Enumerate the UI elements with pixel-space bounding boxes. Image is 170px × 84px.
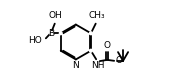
Circle shape (90, 32, 92, 35)
Text: N: N (72, 61, 79, 70)
Text: O: O (104, 41, 110, 50)
Text: CH₃: CH₃ (89, 11, 105, 20)
Text: OH: OH (48, 11, 62, 20)
Circle shape (90, 49, 92, 52)
Text: O: O (116, 56, 123, 65)
Text: HO: HO (28, 36, 42, 45)
Text: B: B (48, 29, 55, 38)
Circle shape (59, 32, 62, 35)
Circle shape (50, 32, 53, 35)
Text: NH: NH (91, 61, 105, 70)
